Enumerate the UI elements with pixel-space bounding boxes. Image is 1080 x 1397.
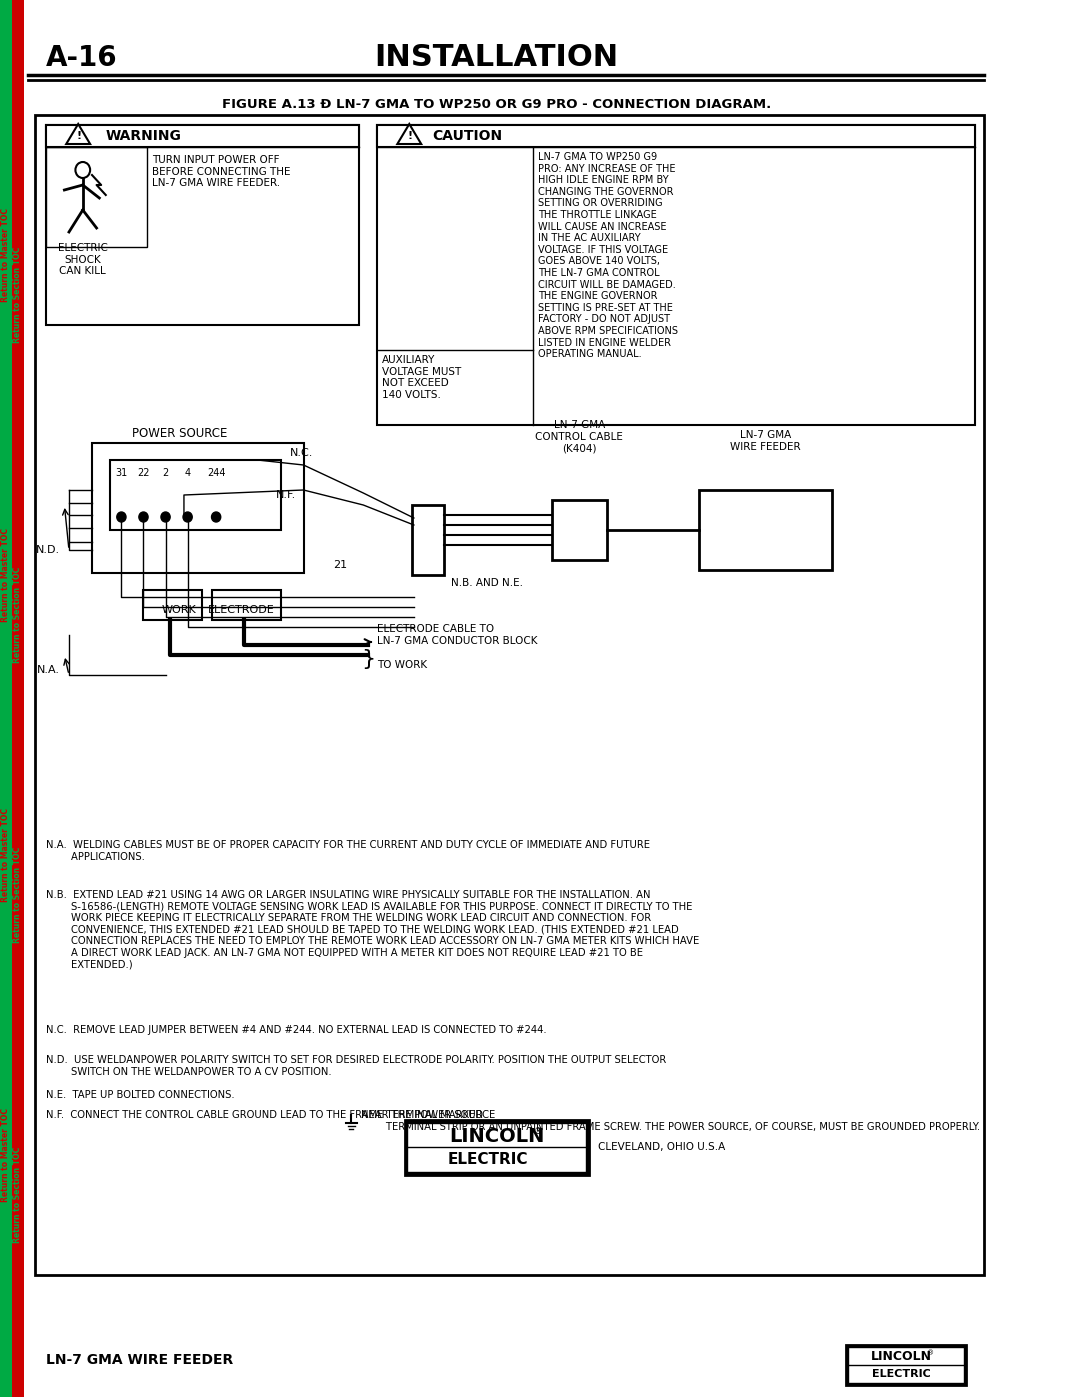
- Circle shape: [183, 511, 192, 522]
- Bar: [377, 124, 975, 147]
- Polygon shape: [397, 124, 421, 144]
- Text: LINCOLN: LINCOLN: [449, 1126, 544, 1146]
- Text: N.C.  REMOVE LEAD JUMPER BETWEEN #4 AND #244. NO EXTERNAL LEAD IS CONNECTED TO #: N.C. REMOVE LEAD JUMPER BETWEEN #4 AND #…: [46, 1025, 546, 1035]
- Text: CAUTION: CAUTION: [432, 129, 502, 142]
- Text: 21: 21: [334, 560, 348, 570]
- Text: ®: ®: [928, 1350, 934, 1356]
- Text: LINCOLN: LINCOLN: [870, 1350, 932, 1362]
- Text: Return to Section TOC: Return to Section TOC: [13, 247, 23, 344]
- Text: ELECTRODE: ELECTRODE: [207, 605, 274, 615]
- Text: N.B.  EXTEND LEAD #21 USING 14 AWG OR LARGER INSULATING WIRE PHYSICALLY SUITABLE: N.B. EXTEND LEAD #21 USING 14 AWG OR LAR…: [46, 890, 699, 970]
- Circle shape: [117, 511, 126, 522]
- Bar: [407, 1123, 585, 1172]
- Text: ®: ®: [534, 1127, 542, 1137]
- Text: !: !: [407, 131, 413, 141]
- Circle shape: [139, 511, 148, 522]
- Bar: [35, 115, 984, 1275]
- Bar: [46, 147, 147, 247]
- Text: N.F.: N.F.: [275, 490, 296, 500]
- Text: 4: 4: [185, 468, 191, 478]
- Text: CLEVELAND, OHIO U.S.A: CLEVELAND, OHIO U.S.A: [598, 1141, 725, 1153]
- Text: }: }: [361, 650, 375, 669]
- Bar: [110, 460, 281, 529]
- Text: LN-7 GMA WIRE FEEDER: LN-7 GMA WIRE FEEDER: [46, 1354, 233, 1368]
- Text: !: !: [76, 131, 81, 141]
- Text: FIGURE A.13 Ð LN-7 GMA TO WP250 OR G9 PRO - CONNECTION DIAGRAM.: FIGURE A.13 Ð LN-7 GMA TO WP250 OR G9 PR…: [222, 99, 771, 112]
- Text: 31: 31: [116, 468, 127, 478]
- Text: POWER SOURCE: POWER SOURCE: [132, 427, 227, 440]
- Bar: [0, 0, 12, 1397]
- Text: Return to Master TOC: Return to Master TOC: [1, 208, 11, 302]
- Text: WARNING: WARNING: [106, 129, 181, 142]
- Text: 22: 22: [137, 468, 150, 478]
- Text: 2: 2: [162, 468, 168, 478]
- Text: Return to Section TOC: Return to Section TOC: [13, 847, 23, 943]
- Polygon shape: [66, 124, 90, 144]
- Text: LN-7 GMA TO WP250 G9
PRO: ANY INCREASE OF THE
HIGH IDLE ENGINE RPM BY
CHANGING T: LN-7 GMA TO WP250 G9 PRO: ANY INCREASE O…: [538, 152, 678, 359]
- Circle shape: [161, 511, 171, 522]
- Text: N.C.: N.C.: [289, 448, 313, 458]
- Text: Return to Section TOC: Return to Section TOC: [13, 1147, 23, 1243]
- Bar: [212, 590, 281, 620]
- Text: NEAR THE POWER SOURCE
        TERMINAL STRIP OR AN UNPAINTED FRAME SCREW. THE PO: NEAR THE POWER SOURCE TERMINAL STRIP OR …: [362, 1111, 981, 1132]
- Bar: [848, 1347, 963, 1383]
- Text: N.A.: N.A.: [37, 665, 59, 675]
- Text: N.F.  CONNECT THE CONTROL CABLE GROUND LEAD TO THE FRAME TERMINAL MARKED: N.F. CONNECT THE CONTROL CABLE GROUND LE…: [46, 1111, 483, 1120]
- Text: INSTALLATION: INSTALLATION: [375, 43, 619, 73]
- Text: AUXILIARY
VOLTAGE MUST
NOT EXCEED
140 VOLTS.: AUXILIARY VOLTAGE MUST NOT EXCEED 140 VO…: [381, 355, 461, 400]
- Circle shape: [212, 511, 220, 522]
- Text: LN-7 GMA
WIRE FEEDER: LN-7 GMA WIRE FEEDER: [730, 430, 800, 451]
- Bar: [413, 504, 444, 576]
- Bar: [846, 1345, 966, 1384]
- Bar: [46, 124, 359, 326]
- Text: Return to Master TOC: Return to Master TOC: [1, 1108, 11, 1201]
- Text: N.A.  WELDING CABLES MUST BE OF PROPER CAPACITY FOR THE CURRENT AND DUTY CYCLE O: N.A. WELDING CABLES MUST BE OF PROPER CA…: [46, 840, 650, 862]
- Text: Return to Master TOC: Return to Master TOC: [1, 807, 11, 902]
- Text: LN-7 GMA
CONTROL CABLE
(K404): LN-7 GMA CONTROL CABLE (K404): [536, 420, 623, 453]
- Text: 244: 244: [207, 468, 226, 478]
- Bar: [92, 443, 303, 573]
- Text: TO WORK: TO WORK: [377, 659, 428, 671]
- Bar: [699, 490, 833, 570]
- Text: N.B. AND N.E.: N.B. AND N.E.: [450, 578, 523, 588]
- Bar: [405, 1120, 589, 1175]
- Bar: [46, 124, 359, 147]
- Text: Return to Master TOC: Return to Master TOC: [1, 528, 11, 622]
- Text: N.D.  USE WELDANPOWER POLARITY SWITCH TO SET FOR DESIRED ELECTRODE POLARITY. POS: N.D. USE WELDANPOWER POLARITY SWITCH TO …: [46, 1055, 666, 1077]
- Text: ELECTRIC: ELECTRIC: [872, 1369, 931, 1379]
- Text: ELECTRIC
SHOCK
CAN KILL: ELECTRIC SHOCK CAN KILL: [58, 243, 108, 277]
- Text: N.D.: N.D.: [36, 545, 59, 555]
- Text: N.E.  TAPE UP BOLTED CONNECTIONS.: N.E. TAPE UP BOLTED CONNECTIONS.: [46, 1090, 234, 1099]
- Bar: [552, 500, 607, 560]
- Text: WORK: WORK: [162, 605, 197, 615]
- Text: TURN INPUT POWER OFF
BEFORE CONNECTING THE
LN-7 GMA WIRE FEEDER.: TURN INPUT POWER OFF BEFORE CONNECTING T…: [152, 155, 291, 189]
- Text: ELECTRODE CABLE TO
LN-7 GMA CONDUCTOR BLOCK: ELECTRODE CABLE TO LN-7 GMA CONDUCTOR BL…: [377, 624, 538, 645]
- Bar: [12, 0, 24, 1397]
- Bar: [143, 590, 202, 620]
- Text: ELECTRIC: ELECTRIC: [447, 1153, 528, 1168]
- Text: A-16: A-16: [46, 43, 118, 73]
- Bar: [377, 124, 975, 425]
- Text: Return to Section TOC: Return to Section TOC: [13, 567, 23, 664]
